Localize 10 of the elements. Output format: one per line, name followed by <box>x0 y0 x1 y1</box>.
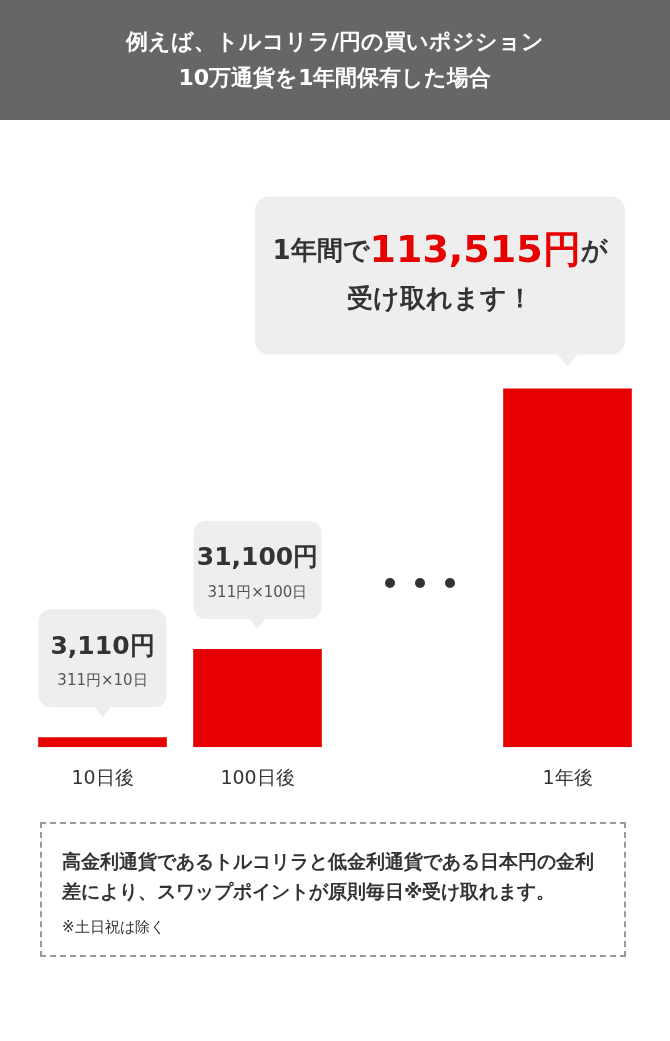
data-label: 31,100円 311円×100日 <box>196 542 319 601</box>
text: 1年間で113,515円が受け取れます！ <box>272 227 608 314</box>
text: 高金利通貨であるトルコリラと低金利通貨である日本円の金利差により、スワップポイントが原則毎日※受け取れます。 <box>62 849 595 904</box>
x-tick-label: 10日後 <box>71 765 134 788</box>
text: ※土日祝は除く <box>62 918 166 937</box>
chart-title: 例えば、トルコリラ/円の買いポジション <box>124 28 545 56</box>
data-label: 3,110円 311円×10日 <box>50 630 155 690</box>
chart-subtitle: 10万通貨を1年間保有した場合 <box>177 64 493 92</box>
x-tick-label: 1年後 <box>542 765 593 788</box>
x-tick-label: 100日後 <box>220 765 295 788</box>
